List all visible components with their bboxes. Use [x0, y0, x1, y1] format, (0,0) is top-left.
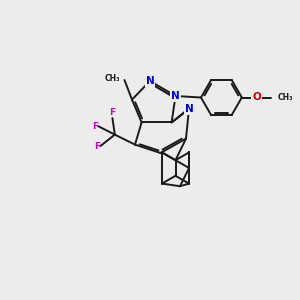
Text: F: F — [92, 122, 98, 131]
Text: CH₃: CH₃ — [104, 74, 120, 83]
Text: N: N — [171, 91, 180, 101]
Text: CH₃: CH₃ — [278, 93, 293, 102]
Text: F: F — [110, 108, 116, 117]
Text: O: O — [252, 92, 261, 103]
Text: F: F — [94, 142, 100, 151]
Text: N: N — [146, 76, 154, 86]
Text: N: N — [184, 103, 194, 114]
